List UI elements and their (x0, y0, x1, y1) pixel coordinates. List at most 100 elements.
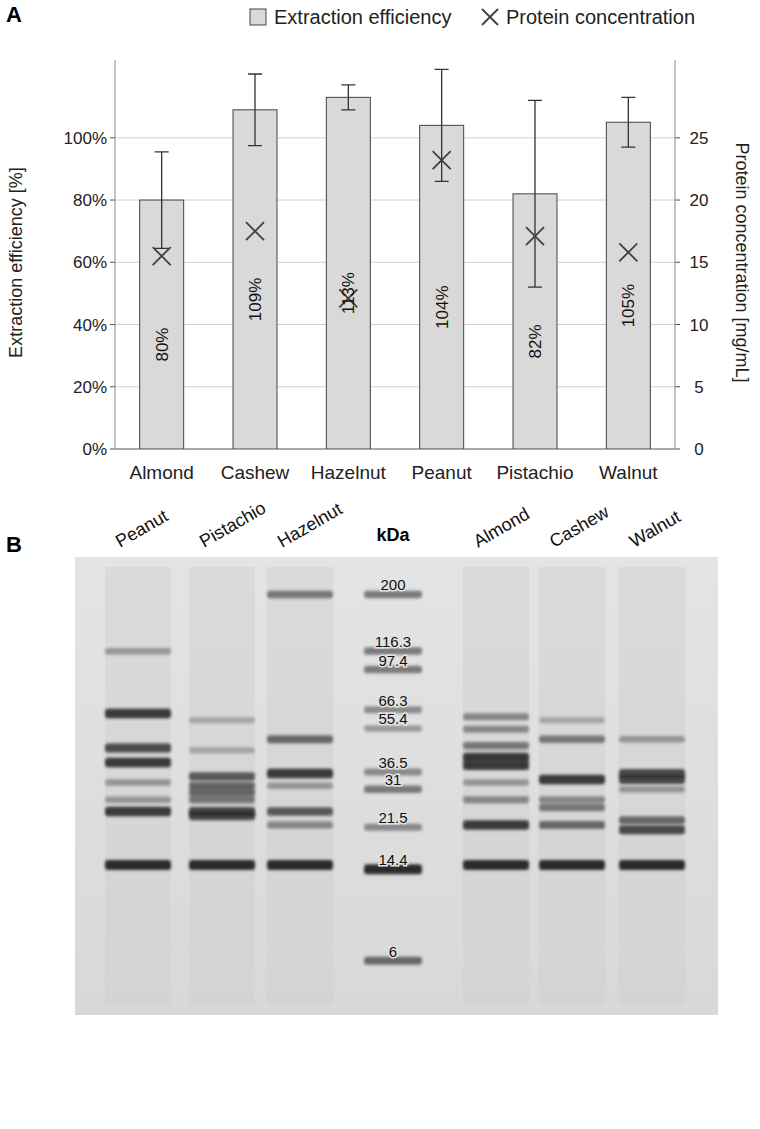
band (105, 709, 171, 719)
band (267, 807, 333, 816)
ladder-label: 66.3 (378, 692, 407, 709)
bar (606, 122, 650, 449)
band (539, 735, 605, 743)
lane-label: Almond (470, 504, 533, 552)
plot-area (140, 69, 651, 449)
band (539, 821, 605, 829)
y-tick-label: 100% (64, 129, 107, 148)
y-tick-label: 0% (82, 440, 107, 459)
band (619, 860, 685, 870)
band (463, 779, 529, 786)
tick-mark (110, 200, 115, 201)
band (105, 648, 171, 655)
data-label: 113% (339, 272, 358, 314)
legend-label: Protein concentration (506, 6, 695, 28)
band (189, 789, 255, 797)
data-label: 80% (153, 328, 172, 362)
ladder-label: 116.3 (375, 633, 411, 650)
lane-label: Hazelnut (274, 499, 346, 552)
x-tick-label: Pistachio (496, 462, 573, 483)
lane-smear (189, 567, 255, 1005)
band (189, 717, 255, 723)
y2-tick-label: 25 (690, 129, 709, 148)
marker-x (246, 222, 264, 240)
tick-mark (675, 200, 680, 201)
band (619, 775, 685, 784)
tick-mark (675, 324, 680, 325)
grid-line (115, 200, 675, 201)
y-tick-label: 40% (73, 316, 107, 335)
band (189, 860, 255, 870)
error-bar (248, 74, 262, 146)
legend-marker (482, 9, 498, 25)
panel-label: A (6, 2, 22, 27)
tick-mark (675, 262, 680, 263)
ladder-label: 36.5 (378, 754, 407, 771)
data-labels: 80%109%113%104%82%105% (153, 272, 639, 361)
band (267, 821, 333, 828)
marker-x (153, 247, 171, 265)
tick-mark (675, 137, 680, 138)
tick-mark (110, 386, 115, 387)
x-tick-label: Hazelnut (311, 462, 387, 483)
band (189, 796, 255, 804)
legend-label: Extraction efficiency (274, 6, 452, 28)
band (463, 713, 529, 720)
lanes (105, 567, 685, 1005)
y-tick-label: 20% (73, 378, 107, 397)
legend: Extraction efficiency Protein concentrati… (250, 6, 695, 28)
data-label: 109% (246, 278, 265, 321)
band (463, 860, 529, 870)
ladder-label: 31 (385, 771, 402, 788)
band (463, 742, 529, 750)
ladder-label: 200 (380, 576, 405, 593)
ladder-label: 55.4 (378, 710, 407, 727)
band (267, 783, 333, 790)
band (539, 804, 605, 812)
y2-axis-line (675, 60, 676, 449)
band (267, 860, 333, 870)
band (539, 775, 605, 785)
y2-tick-label: 5 (694, 378, 703, 397)
tick-mark (110, 324, 115, 325)
legend-swatch (250, 9, 266, 25)
band (619, 736, 685, 743)
grid-line (115, 262, 675, 263)
marker-x (433, 151, 451, 169)
lane-texts: PeanutPistachioHazelnutkDa200116.397.466… (112, 498, 684, 960)
band (189, 747, 255, 753)
y2-tick-label: 0 (694, 440, 703, 459)
band (267, 735, 333, 743)
panel-a: A0%20%40%60%80%100%0510152025Extraction … (6, 2, 752, 483)
band (619, 816, 685, 824)
tick-mark (675, 386, 680, 387)
error-bar (528, 100, 542, 287)
y2-tick-label: 15 (690, 253, 709, 272)
marker-x (619, 243, 637, 261)
ladder-unit: kDa (376, 525, 410, 545)
figure: A0%20%40%60%80%100%0510152025Extraction … (0, 0, 760, 1129)
data-label: 104% (433, 285, 452, 328)
band (619, 786, 685, 793)
band (463, 726, 529, 733)
lane-smear (619, 567, 685, 1005)
data-label: 105% (619, 284, 638, 327)
lane-label: Peanut (112, 506, 171, 552)
grid-line (115, 137, 675, 138)
band (189, 811, 255, 820)
band (267, 591, 333, 599)
y-tick-label: 80% (73, 191, 107, 210)
tick-mark (110, 449, 115, 450)
x-tick-label: Peanut (412, 462, 473, 483)
y2-tick-label: 10 (690, 316, 709, 335)
x-tick-label: Almond (129, 462, 193, 483)
band (105, 743, 171, 752)
y-axis-line (115, 60, 116, 449)
panel-label: B (6, 532, 22, 557)
y-tick-label: 60% (73, 253, 107, 272)
tick-mark (675, 449, 680, 450)
bar (326, 97, 370, 449)
lane-smear (267, 567, 333, 1005)
lane-label: Pistachio (196, 498, 269, 552)
band (539, 717, 605, 723)
